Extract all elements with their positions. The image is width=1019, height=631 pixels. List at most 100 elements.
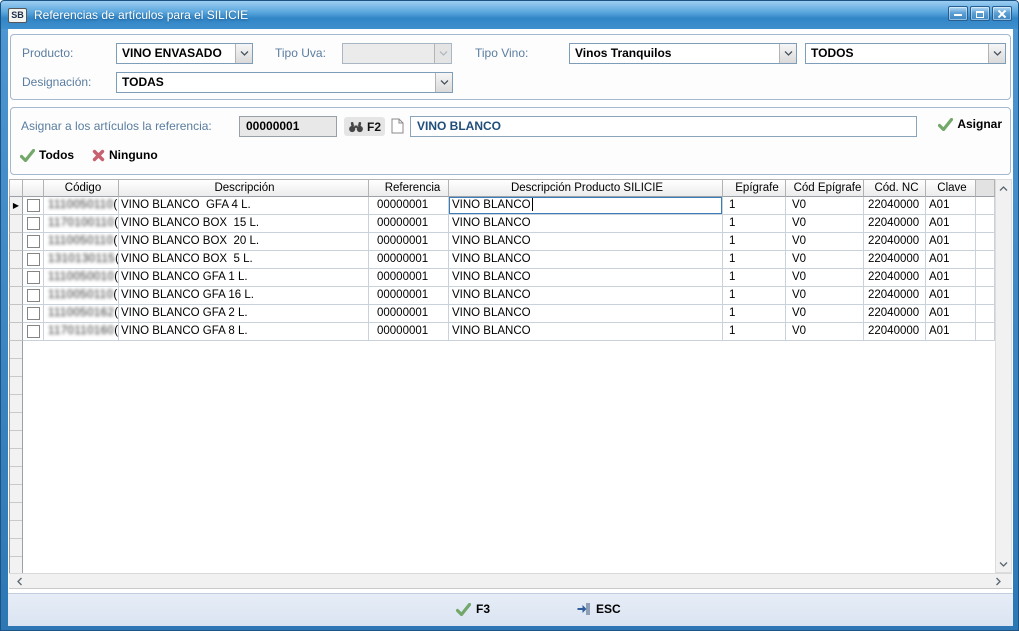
codigo-blurred: 1110050162 — [48, 307, 115, 319]
vertical-scrollbar[interactable] — [995, 179, 1012, 573]
epigrafe-cell: 1 — [723, 287, 786, 305]
tipo-vino-label: Tipo Vino: — [475, 46, 529, 60]
filler-cell — [976, 323, 995, 341]
close-button[interactable] — [992, 6, 1012, 21]
table-row[interactable]: 1170110160( VINO BLANCO GFA 8 L. 0000000… — [9, 323, 995, 341]
horizontal-scrollbar[interactable] — [9, 573, 1012, 589]
f3-button[interactable]: F3 — [456, 602, 490, 616]
filler-cell — [976, 269, 995, 287]
header-cod-epigrafe[interactable]: Cód Epígrafe — [786, 179, 864, 197]
codigo-suffix: ( — [113, 199, 118, 211]
row-checkbox-cell — [23, 233, 44, 251]
filler-cell — [976, 233, 995, 251]
filler-cell — [976, 215, 995, 233]
silicie-cell[interactable]: VINO BLANCO — [449, 323, 723, 341]
assign-label: Asignar a los artículos la referencia: — [21, 119, 212, 133]
cod-nc-cell: 22040000 — [864, 305, 926, 323]
search-f2-button[interactable]: F2 — [344, 117, 386, 136]
minimize-button[interactable] — [948, 6, 968, 21]
ninguno-button[interactable]: Ninguno — [92, 148, 158, 162]
row-checkbox[interactable] — [26, 199, 40, 212]
codigo-suffix: ( — [114, 325, 119, 337]
epigrafe-cell: 1 — [723, 197, 786, 215]
codigo-cell: 1110050110( — [44, 287, 119, 305]
f2-label: F2 — [367, 119, 382, 134]
descripcion-cell: VINO BLANCO BOX 20 L. — [119, 233, 369, 251]
table-row[interactable]: 1310130115( VINO BLANCO BOX 5 L. 0000000… — [9, 251, 995, 269]
codigo-suffix: ( — [114, 217, 119, 229]
titlebar: SB Referencias de artículos para el SILI… — [1, 1, 1018, 29]
tipo-vino-filter-select[interactable]: TODOS — [805, 43, 1006, 64]
row-checkbox[interactable] — [26, 289, 40, 302]
reference-input[interactable]: 00000001 — [239, 116, 337, 137]
row-checkbox-cell — [23, 197, 44, 215]
maximize-icon — [976, 11, 984, 18]
current-row-indicator-icon: ▶ — [9, 197, 23, 215]
row-checkbox[interactable] — [26, 235, 40, 248]
reference-description-field[interactable]: VINO BLANCO — [410, 116, 917, 137]
header-clave[interactable]: Clave — [926, 179, 976, 197]
tipo-vino-value: Vinos Tranquilos — [575, 46, 672, 60]
tipo-vino-select[interactable]: Vinos Tranquilos — [569, 43, 797, 64]
esc-button[interactable]: ESC — [576, 602, 621, 616]
clave-cell: A01 — [926, 251, 976, 269]
row-checkbox[interactable] — [26, 217, 40, 230]
silicie-cell[interactable]: VINO BLANCO — [449, 251, 723, 269]
row-checkbox[interactable] — [26, 307, 40, 320]
assign-panel: Asignar a los artículos la referencia: 0… — [10, 107, 1011, 175]
epigrafe-cell: 1 — [723, 215, 786, 233]
row-checkbox[interactable] — [26, 253, 40, 266]
header-epigrafe[interactable]: Epígrafe — [723, 179, 786, 197]
silicie-cell[interactable]: VINO BLANCO — [449, 287, 723, 305]
asignar-button[interactable]: Asignar — [938, 117, 1002, 131]
silicie-cell[interactable]: VINO BLANCO — [449, 233, 723, 251]
clave-cell: A01 — [926, 287, 976, 305]
row-checkbox-cell — [23, 251, 44, 269]
silicie-editor-cell[interactable]: VINO BLANCO — [449, 197, 723, 215]
codigo-blurred: 1110050110 — [48, 235, 114, 247]
silicie-cell[interactable]: VINO BLANCO — [449, 305, 723, 323]
header-descripcion-silicie[interactable]: Descripción Producto SILICIE — [449, 179, 723, 197]
todos-label: Todos — [39, 148, 75, 162]
cod-nc-cell: 22040000 — [864, 287, 926, 305]
scroll-left-icon[interactable] — [11, 574, 27, 588]
codigo-suffix: ( — [113, 235, 118, 247]
codigo-blurred: 1170100110 — [48, 217, 115, 229]
row-checkbox[interactable] — [26, 271, 40, 284]
table-row[interactable]: 1110050110( VINO BLANCO BOX 20 L. 000000… — [9, 233, 995, 251]
row-checkbox[interactable] — [26, 325, 40, 338]
silicie-cell[interactable]: VINO BLANCO — [449, 215, 723, 233]
maximize-button[interactable] — [970, 6, 990, 21]
producto-select[interactable]: VINO ENVASADO — [116, 43, 253, 64]
check-icon — [938, 117, 954, 131]
cross-icon — [92, 149, 105, 162]
header-cod-nc[interactable]: Cód. NC — [864, 179, 926, 197]
cod-epigrafe-cell: V0 — [786, 323, 864, 341]
scroll-right-icon[interactable] — [990, 574, 1006, 588]
codigo-cell: 1110050162( — [44, 305, 119, 323]
descripcion-cell: VINO BLANCO GFA 2 L. — [119, 305, 369, 323]
asignar-label: Asignar — [957, 117, 1002, 131]
designacion-select[interactable]: TODAS — [116, 72, 453, 93]
silicie-cell[interactable]: VINO BLANCO — [449, 269, 723, 287]
table-row[interactable]: 1110050162( VINO BLANCO GFA 2 L. 0000000… — [9, 305, 995, 323]
filler-cell — [976, 305, 995, 323]
row-indicator — [9, 233, 23, 251]
filler-cell — [976, 287, 995, 305]
epigrafe-cell: 1 — [723, 323, 786, 341]
table-row[interactable]: 1110050110( VINO BLANCO GFA 16 L. 000000… — [9, 287, 995, 305]
document-icon[interactable] — [391, 116, 407, 136]
scroll-up-icon[interactable] — [996, 180, 1011, 196]
scroll-down-icon[interactable] — [996, 556, 1011, 572]
header-referencia[interactable]: Referencia — [369, 179, 449, 197]
table-row[interactable]: 1110050010( VINO BLANCO GFA 1 L. 0000000… — [9, 269, 995, 287]
header-descripcion[interactable]: Descripción — [119, 179, 369, 197]
table-row[interactable]: 1170100110( VINO BLANCO BOX 15 L. 000000… — [9, 215, 995, 233]
todos-button[interactable]: Todos — [20, 148, 74, 162]
header-codigo[interactable]: Código — [44, 179, 119, 197]
cod-nc-cell: 22040000 — [864, 197, 926, 215]
table-row[interactable]: ▶ 1110050110( VINO BLANCO GFA 4 L. 00000… — [9, 197, 995, 215]
row-indicator — [9, 323, 23, 341]
epigrafe-cell: 1 — [723, 233, 786, 251]
